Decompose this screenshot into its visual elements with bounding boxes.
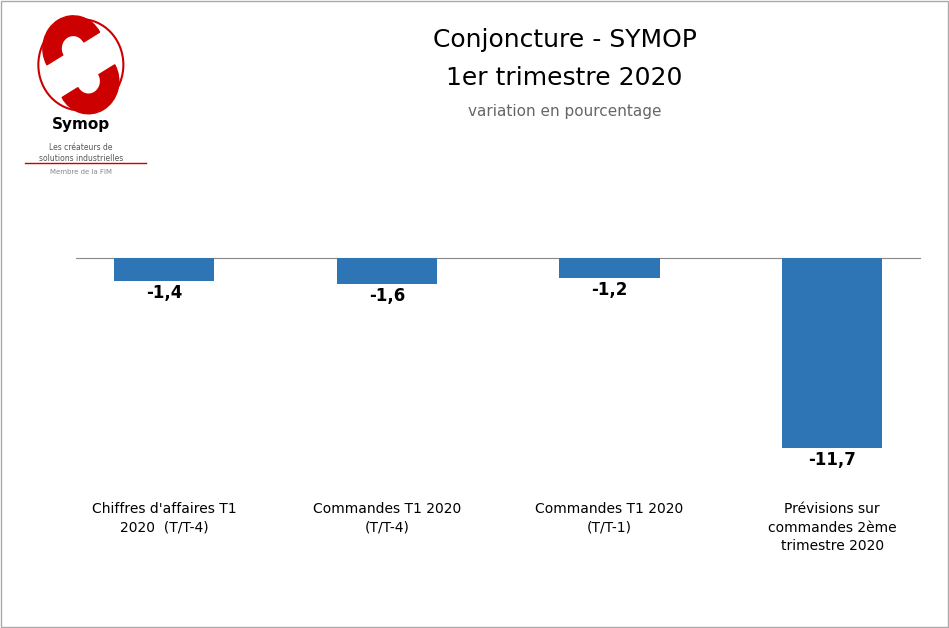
Bar — [559, 258, 660, 278]
Text: -1,6: -1,6 — [369, 287, 405, 305]
Text: -1,4: -1,4 — [146, 284, 182, 302]
Wedge shape — [62, 65, 119, 114]
Text: -1,2: -1,2 — [591, 281, 627, 298]
Text: -11,7: -11,7 — [809, 451, 856, 469]
Bar — [337, 258, 437, 284]
Text: Symop: Symop — [52, 117, 110, 132]
Bar — [114, 258, 214, 281]
Wedge shape — [43, 16, 100, 65]
Text: Membre de la FIM: Membre de la FIM — [50, 170, 112, 175]
Text: variation en pourcentage: variation en pourcentage — [468, 104, 661, 119]
Text: 1er trimestre 2020: 1er trimestre 2020 — [446, 66, 683, 90]
Text: Conjoncture - SYMOP: Conjoncture - SYMOP — [433, 28, 697, 52]
Text: Les créateurs de
solutions industrielles: Les créateurs de solutions industrielles — [39, 143, 123, 163]
Bar — [782, 258, 883, 448]
